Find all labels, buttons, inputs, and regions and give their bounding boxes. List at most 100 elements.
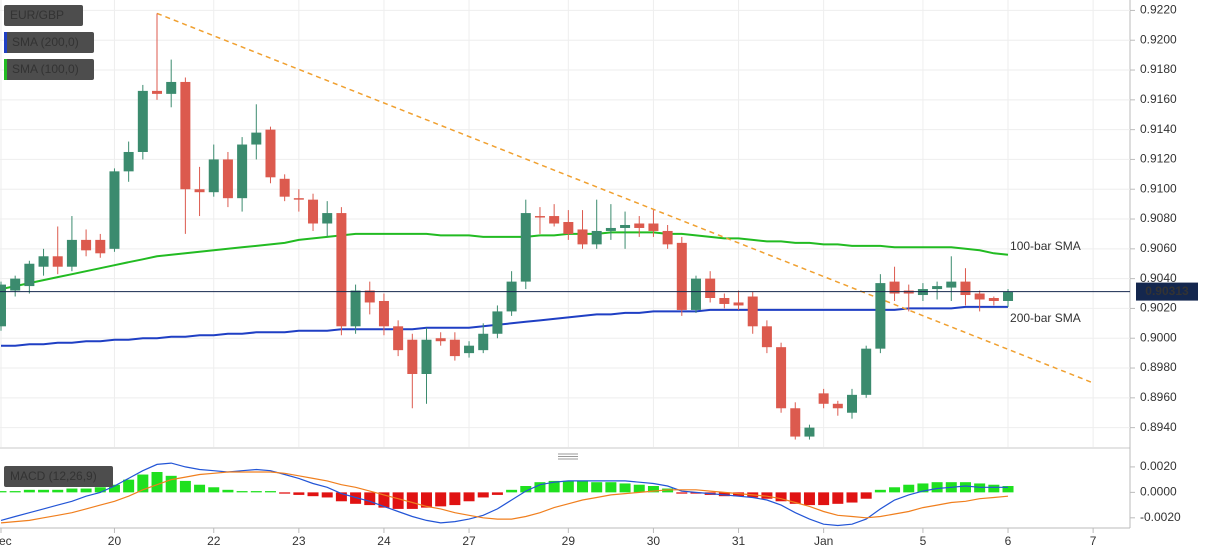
- histogram-bar: [222, 489, 234, 493]
- histogram-bar: [818, 492, 830, 506]
- chart-title: EUR/GBP: [10, 8, 64, 22]
- y-tick-label: 0.0020: [1140, 459, 1177, 473]
- candle-body: [591, 230, 602, 245]
- candle-body: [875, 283, 886, 349]
- histogram-bar: [832, 492, 844, 504]
- y-tick-label: 0.8940: [1140, 420, 1177, 434]
- candle-body: [988, 298, 999, 301]
- candle-body: [251, 132, 262, 145]
- histogram-bar: [364, 492, 376, 506]
- histogram-bar: [420, 492, 432, 508]
- histogram-bar: [38, 489, 50, 493]
- histogram-bar: [264, 491, 276, 493]
- candle-body: [407, 339, 418, 374]
- candle-body: [889, 281, 900, 294]
- histogram-bar: [506, 489, 518, 493]
- line-label: 100-bar SMA: [1010, 239, 1081, 253]
- candle-body: [336, 213, 347, 327]
- x-tick-label: 23: [292, 534, 306, 548]
- candle-body: [279, 178, 290, 197]
- histogram-bar: [860, 492, 872, 499]
- candle-body: [180, 81, 191, 190]
- candle-body: [804, 427, 815, 437]
- candle-body: [222, 159, 233, 199]
- candle-body: [577, 229, 588, 245]
- histogram-bar: [718, 492, 730, 497]
- candle-body: [747, 296, 758, 327]
- histogram-bar: [803, 492, 815, 506]
- histogram-bar: [974, 483, 986, 493]
- histogram-bar: [959, 482, 971, 493]
- x-tick-label: Dec: [0, 534, 12, 548]
- legend-label: SMA (100,0): [12, 62, 79, 76]
- histogram-bar: [236, 491, 248, 493]
- candle-body: [350, 290, 361, 327]
- histogram-bar: [463, 492, 475, 502]
- histogram-bar: [548, 480, 560, 493]
- candle-body: [549, 216, 560, 224]
- candle-body: [676, 242, 687, 310]
- histogram-bar: [194, 484, 206, 493]
- x-tick-label: 29: [562, 534, 576, 548]
- histogram-bar: [0, 491, 7, 493]
- y-tick-label: 0.9200: [1140, 32, 1177, 46]
- legend-swatch: [4, 32, 7, 53]
- candle-body: [648, 223, 659, 231]
- candle-body: [960, 281, 971, 296]
- y-tick-label: 0.9080: [1140, 211, 1177, 225]
- x-tick-label: 22: [207, 534, 221, 548]
- histogram-bar: [108, 484, 120, 493]
- histogram-bar: [619, 483, 631, 493]
- candle-body: [605, 227, 616, 231]
- trend-line: [156, 12, 1094, 384]
- histogram-bar: [577, 480, 589, 493]
- x-tick-label: 20: [108, 534, 122, 548]
- candle-body: [776, 347, 787, 409]
- y-tick-label: -0.0020: [1140, 510, 1181, 524]
- panel-handle: [558, 453, 578, 460]
- candle-body: [705, 278, 716, 298]
- histogram-bar: [392, 492, 404, 509]
- candle-body: [95, 239, 106, 254]
- x-tick-label: 31: [732, 534, 746, 548]
- histogram-bar: [406, 492, 418, 509]
- legend-box: [4, 32, 94, 53]
- candle-body: [719, 298, 730, 304]
- histogram-bar: [931, 482, 943, 493]
- candle-body: [563, 222, 574, 234]
- candle-body: [152, 90, 163, 94]
- candle-body: [265, 129, 276, 178]
- y-tick-label: 0.9180: [1140, 62, 1177, 76]
- histogram-bar: [123, 479, 135, 493]
- legend-swatch: [4, 59, 7, 80]
- y-tick-label: 0.9140: [1140, 122, 1177, 136]
- histogram-bar: [66, 488, 78, 493]
- legend-box: [4, 59, 94, 80]
- candle-body: [506, 281, 517, 312]
- histogram-bar: [889, 487, 901, 493]
- histogram-bar: [165, 475, 177, 493]
- y-tick-label: 0.9040: [1140, 271, 1177, 285]
- candle-body: [1003, 292, 1014, 301]
- y-tick-label: 0.9100: [1140, 181, 1177, 195]
- histogram-bar: [179, 480, 191, 493]
- histogram-bar: [335, 492, 347, 502]
- candle-body: [974, 293, 985, 300]
- candle-body: [690, 278, 701, 310]
- histogram-bar: [761, 492, 773, 499]
- candle-body: [123, 151, 134, 172]
- sma-line: [1, 305, 1008, 347]
- sma-line: [0, 231, 1009, 291]
- histogram-bar: [477, 492, 489, 498]
- histogram-bar: [647, 486, 659, 493]
- y-tick-label: 0.9000: [1140, 330, 1177, 344]
- y-tick-label: 0.8960: [1140, 390, 1177, 404]
- histogram-bar: [917, 483, 929, 493]
- candle-body: [237, 144, 248, 199]
- candle-body: [293, 198, 304, 200]
- x-tick-label: 30: [647, 534, 661, 548]
- y-tick-label: 0.9220: [1140, 3, 1177, 17]
- x-tick-label: 24: [377, 534, 391, 548]
- candle-body: [861, 348, 872, 395]
- histogram-bar: [378, 492, 390, 508]
